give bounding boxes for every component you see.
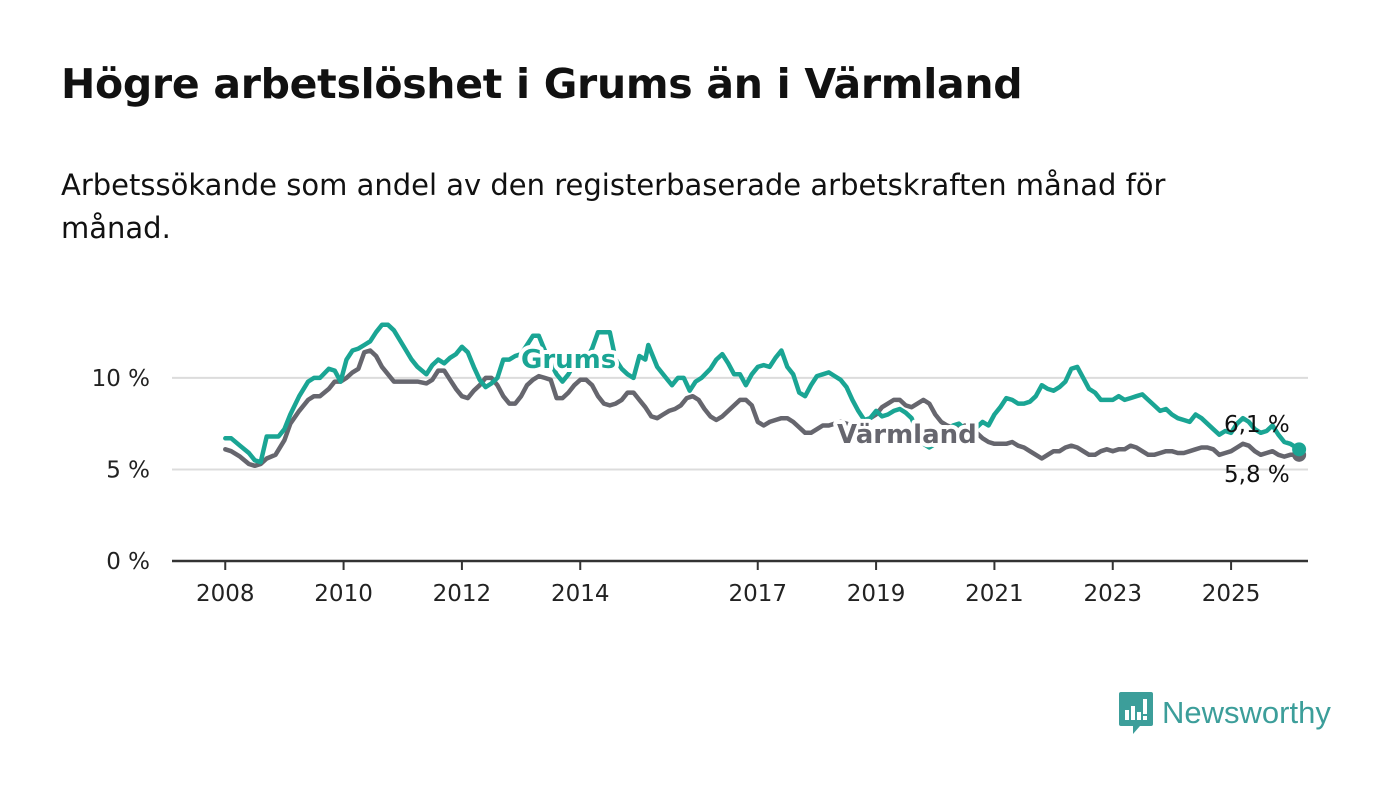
series-end-point bbox=[1292, 442, 1307, 457]
x-tick-label: 2019 bbox=[847, 581, 906, 607]
x-tick-label: 2010 bbox=[314, 581, 373, 607]
y-axis: 0 % 5 % 10 % bbox=[92, 366, 150, 575]
x-tick-label: 2025 bbox=[1202, 581, 1261, 607]
series-lines bbox=[223, 322, 1307, 469]
x-tick-label: 2008 bbox=[196, 581, 255, 607]
varmland-series-label: Värmland bbox=[837, 420, 977, 450]
grums-series-label: Grums bbox=[521, 345, 616, 375]
y-tick-label: 10 % bbox=[92, 366, 150, 392]
x-tick-label: 2014 bbox=[551, 581, 610, 607]
series-line-varmland bbox=[223, 348, 1302, 469]
x-tick-label: 2023 bbox=[1083, 581, 1142, 607]
x-tick-label: 2012 bbox=[433, 581, 492, 607]
varmland-series-label-halo: Värmland bbox=[837, 420, 977, 450]
x-tick-label: 2017 bbox=[728, 581, 787, 607]
y-tick-label: 5 % bbox=[106, 457, 150, 483]
grums-end-label: 6,1 % bbox=[1224, 412, 1290, 438]
gridlines bbox=[172, 376, 1308, 471]
x-tick-label: 2021 bbox=[965, 581, 1024, 607]
grums-series-label-halo: Grums bbox=[521, 345, 616, 375]
chart-title: Högre arbetslöshet i Grums än i Värmland bbox=[61, 60, 1023, 108]
logo-text: Newsworthy bbox=[1162, 695, 1331, 730]
newsworthy-logo[interactable]: Newsworthy bbox=[1118, 690, 1331, 736]
y-tick-label: 0 % bbox=[106, 549, 150, 575]
chart-subtitle: Arbetssökande som andel av den registerb… bbox=[61, 168, 1166, 245]
x-axis: 2008 2010 2012 2014 2017 2019 2021 2023 2025 bbox=[172, 559, 1308, 607]
series-line-grums bbox=[223, 322, 1302, 465]
bar-chart-icon bbox=[1119, 692, 1153, 734]
varmland-end-label: 5,8 % bbox=[1224, 462, 1290, 488]
